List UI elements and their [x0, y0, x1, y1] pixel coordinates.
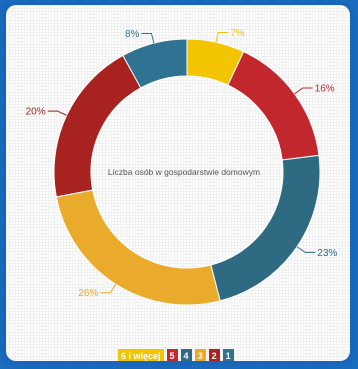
leader-line [296, 246, 316, 253]
chart-legend: 6 i więcej 5 4 3 2 1 [118, 349, 234, 361]
legend-item: 5 [166, 349, 178, 361]
leader-line [100, 284, 117, 294]
leader-line [215, 31, 229, 43]
data-label: 7% [230, 28, 245, 39]
donut-slice [227, 50, 320, 161]
legend-item: 3 [194, 349, 206, 361]
data-label: 16% [315, 83, 335, 94]
leader-line [47, 110, 67, 116]
donut-slice [122, 38, 188, 89]
legend-item: 1 [222, 349, 234, 361]
leader-line [141, 32, 155, 44]
legend-item: 4 [180, 349, 192, 361]
chart-title: Liczba osób w gospodarstwie domowym [108, 167, 260, 177]
leader-line [294, 87, 313, 95]
legend-item: 2 [208, 349, 220, 361]
legend-item: 6 i więcej [118, 349, 164, 361]
data-label: 23% [317, 248, 337, 259]
donut-chart: 7% 16% 23% 26% 20% 8% Liczba osób w gospodars… [26, 28, 337, 306]
data-label: 26% [78, 288, 98, 299]
donut-slice [210, 154, 321, 302]
data-label: 20% [26, 107, 46, 118]
chart-card: 7% 16% 23% 26% 20% 8% Liczba osób w gospodars… [6, 5, 350, 361]
data-label: 8% [125, 29, 140, 40]
